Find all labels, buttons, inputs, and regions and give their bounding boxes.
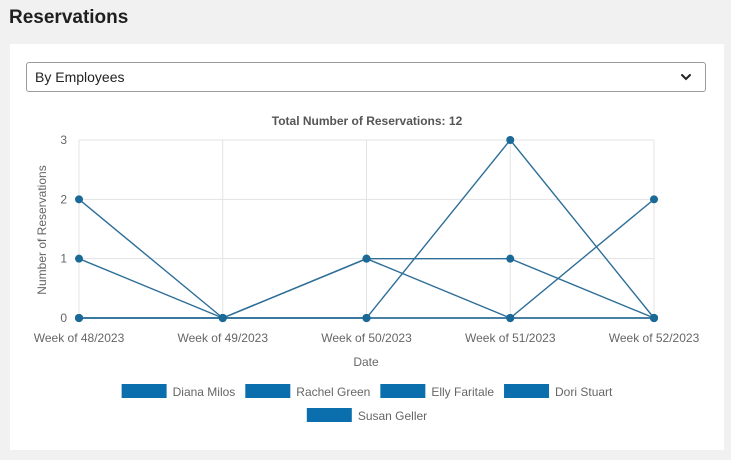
group-by-select-value: By Employees xyxy=(35,69,125,85)
x-tick-label: Week of 51/2023 xyxy=(465,331,556,345)
reservations-chart: Total Number of Reservations: 12 0 1 2 3 We… xyxy=(34,114,700,423)
reservations-card: By Employees Total Number of Reservation… xyxy=(10,44,724,450)
chart-title: Total Number of Reservations: 12 xyxy=(272,114,463,128)
legend-swatch xyxy=(380,384,426,398)
legend-item[interactable]: Elly Faritale xyxy=(380,384,494,399)
legend-item[interactable]: Rachel Green xyxy=(245,384,370,399)
data-point xyxy=(506,136,515,144)
y-tick-label: 0 xyxy=(60,311,67,325)
data-point xyxy=(75,195,83,204)
data-point xyxy=(362,314,371,322)
y-axis-ticks: 0 1 2 3 xyxy=(60,133,67,325)
legend-swatch xyxy=(306,408,352,422)
data-point xyxy=(506,254,515,263)
legend-item[interactable]: Susan Geller xyxy=(306,408,427,423)
x-tick-label: Week of 48/2023 xyxy=(34,331,125,345)
legend-label: Rachel Green xyxy=(296,385,370,399)
x-tick-label: Week of 52/2023 xyxy=(609,331,700,345)
x-tick-label: Week of 50/2023 xyxy=(321,331,412,345)
x-axis-label: Date xyxy=(353,355,379,369)
y-axis-label: Number of Reservations xyxy=(35,165,49,294)
data-point xyxy=(75,254,83,263)
chart-legend: Diana Milos Rachel Green Elly Faritale Dori… xyxy=(121,384,613,423)
legend-item[interactable]: Dori Stuart xyxy=(504,384,613,399)
chart-grid xyxy=(78,139,655,323)
data-point xyxy=(218,314,227,322)
legend-label: Dori Stuart xyxy=(555,385,613,399)
data-point xyxy=(362,254,371,263)
y-tick-label: 1 xyxy=(60,252,67,266)
legend-label: Elly Faritale xyxy=(431,385,494,399)
data-point xyxy=(506,314,515,322)
legend-label: Diana Milos xyxy=(173,385,236,399)
data-point xyxy=(75,314,83,322)
x-axis-ticks: Week of 48/2023 Week of 49/2023 Week of 50… xyxy=(34,331,700,345)
page-title: Reservations xyxy=(9,7,129,28)
y-tick-label: 2 xyxy=(60,192,67,206)
legend-swatch xyxy=(245,384,291,398)
group-by-select[interactable]: By Employees xyxy=(26,62,706,92)
legend-label: Susan Geller xyxy=(358,409,427,423)
x-tick-label: Week of 49/2023 xyxy=(177,331,268,345)
data-point xyxy=(650,195,658,204)
legend-swatch xyxy=(504,384,550,398)
series-points xyxy=(75,136,658,322)
data-point xyxy=(650,314,658,322)
y-tick-label: 3 xyxy=(60,133,67,147)
legend-item[interactable]: Diana Milos xyxy=(121,384,236,399)
legend-swatch xyxy=(121,384,167,398)
chevron-down-icon xyxy=(681,74,691,81)
